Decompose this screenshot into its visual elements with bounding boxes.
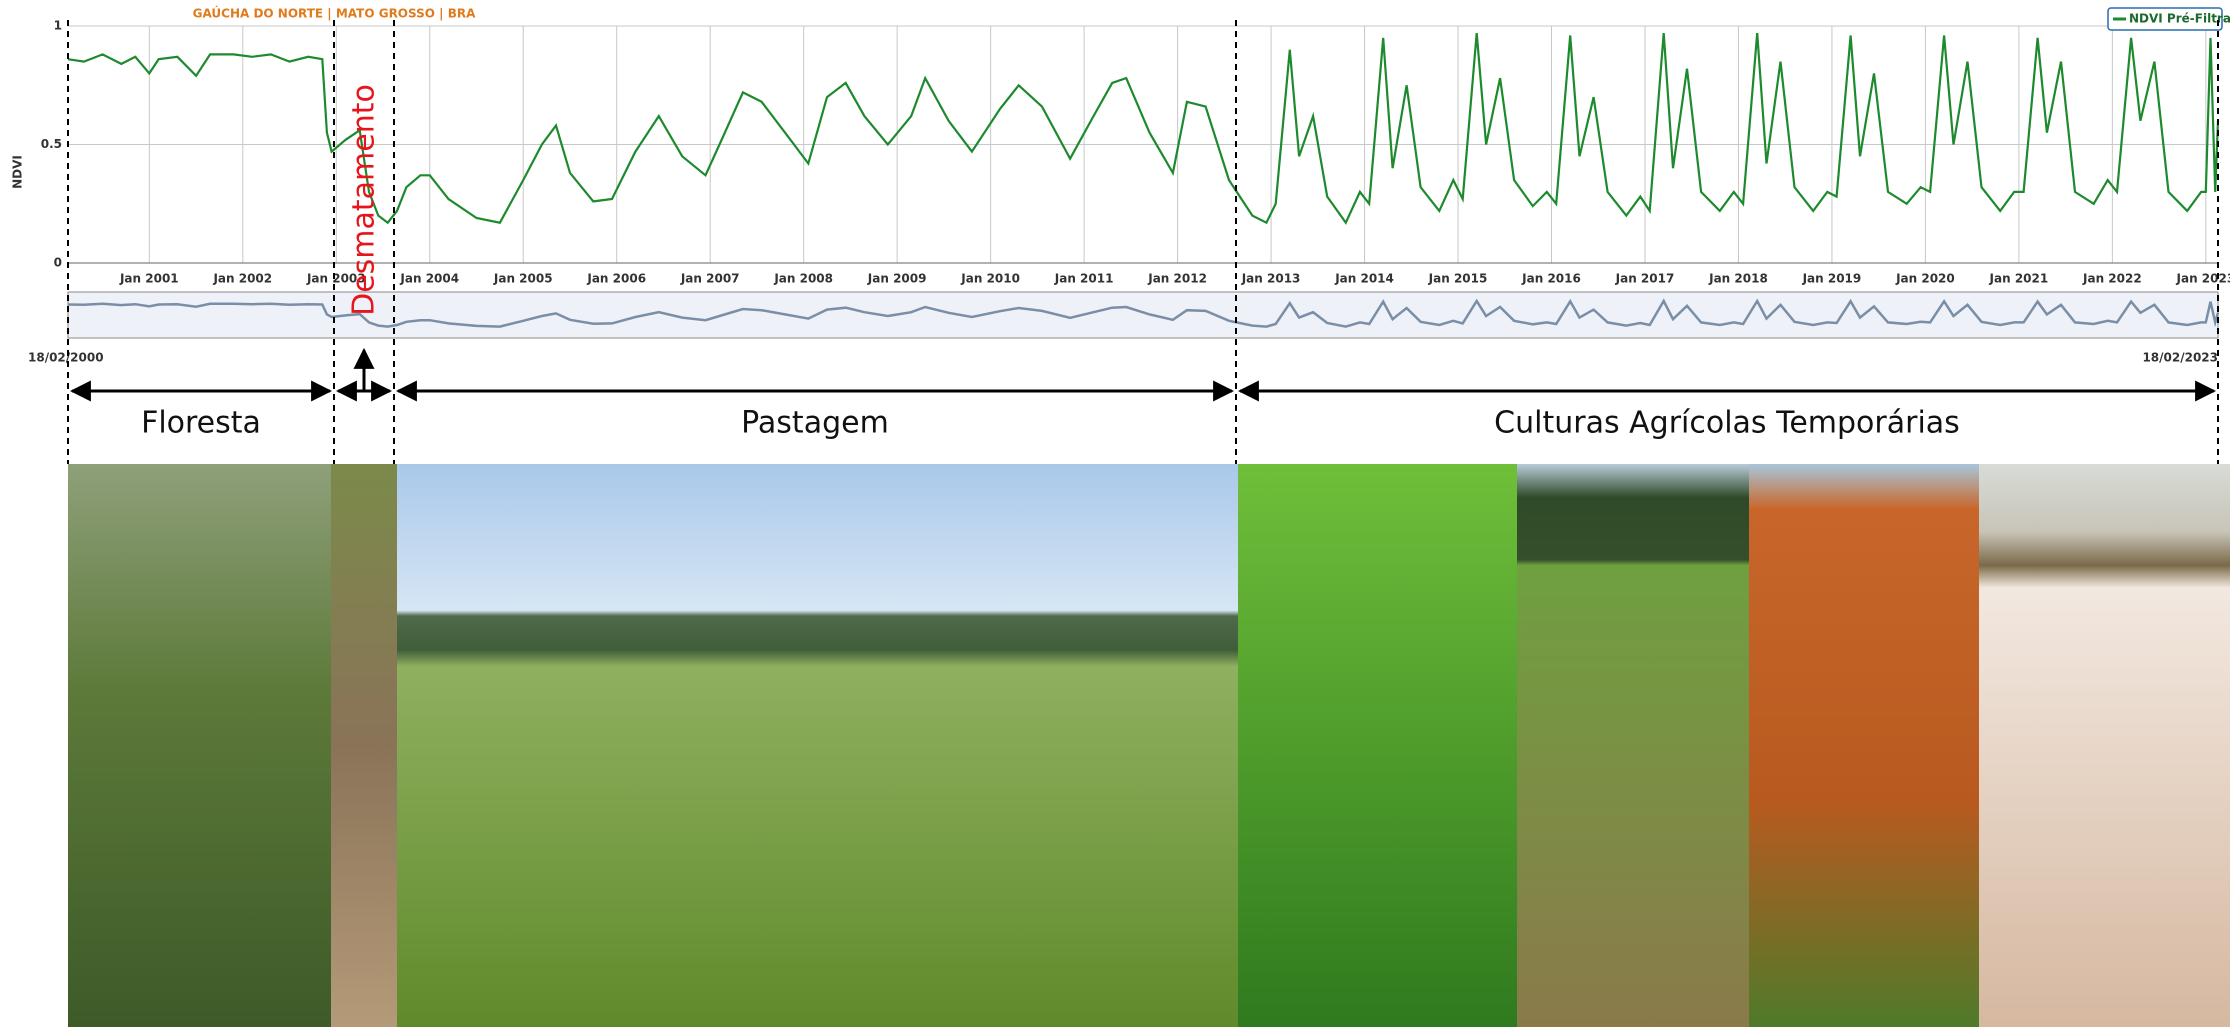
annotation-deforestation: Desmatamento — [347, 84, 382, 316]
navigator-frame — [68, 292, 2218, 338]
x-tick-label: Jan 2008 — [773, 272, 833, 286]
x-tick-label: Jan 2005 — [493, 272, 553, 286]
photo-forest — [68, 464, 331, 1027]
x-tick-label: Jan 2023 — [2176, 272, 2230, 286]
y-tick-label: 1 — [54, 19, 62, 33]
x-tick-label: Jan 2016 — [1521, 272, 1581, 286]
y-tick-label: 0 — [54, 256, 62, 270]
x-tick-label: Jan 2015 — [1428, 272, 1488, 286]
x-tick-label: Jan 2010 — [960, 272, 1020, 286]
range-end: 18/02/2023 — [2142, 351, 2218, 365]
photo-soybean — [1238, 464, 1517, 1027]
photos — [68, 464, 2230, 1027]
photo-cotton — [1979, 464, 2230, 1027]
photo-pasture — [397, 464, 1238, 1027]
x-tick-label: Jan 2001 — [119, 272, 179, 286]
page: {"chart_data": {"type": "line", "title":… — [0, 0, 2230, 1027]
x-tick-label: Jan 2006 — [586, 272, 646, 286]
x-tick-label: Jan 2018 — [1708, 272, 1768, 286]
x-tick-label: Jan 2017 — [1615, 272, 1675, 286]
photo-deforestation — [331, 464, 397, 1027]
x-tick-label: Jan 2004 — [399, 272, 459, 286]
x-tick-label: Jan 2013 — [1241, 272, 1301, 286]
x-tick-label: Jan 2021 — [1989, 272, 2049, 286]
y-tick-label: 0.5 — [41, 137, 62, 151]
range-start: 18/02/2000 — [28, 351, 104, 365]
figure: GAÚCHA DO NORTE | MATO GROSSO | BRA NDVI… — [0, 0, 2230, 1027]
x-tick-label: Jan 2014 — [1334, 272, 1394, 286]
annotation-pasture: Pastagem — [741, 406, 889, 441]
annotation-crops: Culturas Agrícolas Temporárias — [1494, 406, 1960, 441]
photo-corn — [1517, 464, 1749, 1027]
annotation-forest: Floresta — [141, 406, 261, 441]
photo-sorghum — [1749, 464, 1979, 1027]
chart-title: GAÚCHA DO NORTE | MATO GROSSO | BRA — [193, 6, 476, 21]
x-tick-label: Jan 2019 — [1802, 272, 1862, 286]
x-tick-label: Jan 2009 — [867, 272, 927, 286]
x-tick-label: Jan 2011 — [1054, 272, 1114, 286]
x-tick-label: Jan 2002 — [212, 272, 272, 286]
y-axis-label: NDVI — [11, 155, 25, 189]
x-tick-label: Jan 2007 — [680, 272, 740, 286]
x-tick-label: Jan 2020 — [1895, 272, 1955, 286]
legend-label: NDVI Pré-Filtrado — [2129, 12, 2230, 26]
x-tick-label: Jan 2022 — [2082, 272, 2142, 286]
x-tick-label: Jan 2012 — [1147, 272, 1207, 286]
